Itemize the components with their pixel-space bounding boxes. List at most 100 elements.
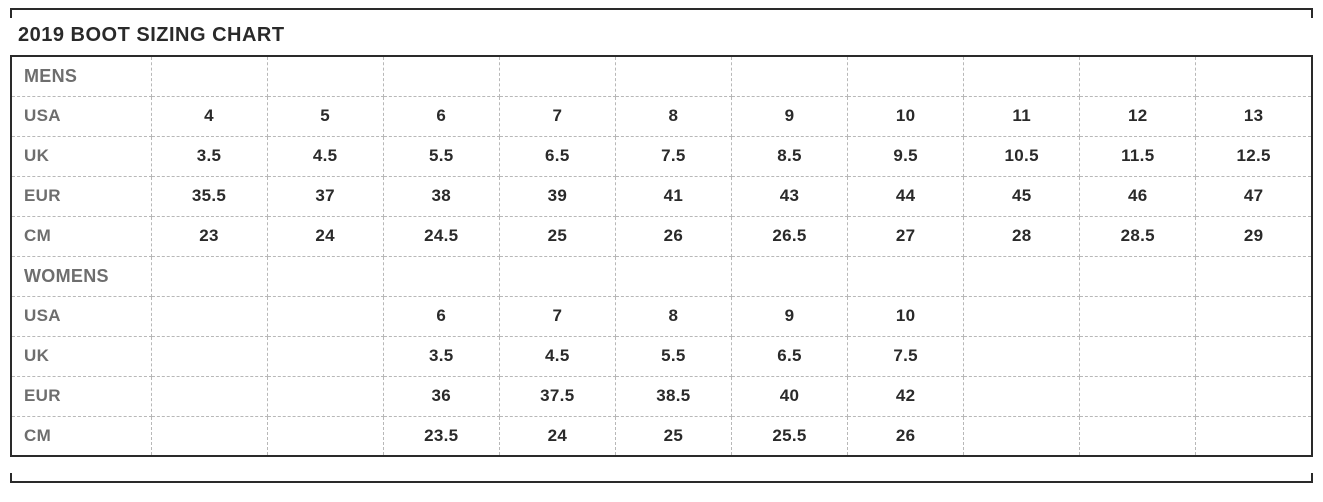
size-cell [267,376,383,416]
size-cell: 47 [1196,176,1312,216]
size-cell [1080,416,1196,456]
size-cell: 23.5 [383,416,499,456]
size-cell: 10 [848,96,964,136]
size-cell: 9 [731,96,847,136]
section-empty-cell [267,256,383,296]
size-cell: 6.5 [499,136,615,176]
size-cell: 26 [848,416,964,456]
size-cell: 11 [964,96,1080,136]
size-cell: 28 [964,216,1080,256]
size-cell: 23 [151,216,267,256]
size-cell: 12 [1080,96,1196,136]
size-cell: 13 [1196,96,1312,136]
size-cell [151,336,267,376]
bottom-rule [10,473,1313,483]
size-cell: 11.5 [1080,136,1196,176]
row-label: EUR [11,376,151,416]
size-cell: 4.5 [267,136,383,176]
size-cell: 25 [615,416,731,456]
size-cell: 8 [615,96,731,136]
size-cell: 40 [731,376,847,416]
size-cell: 10.5 [964,136,1080,176]
section-empty-cell [383,256,499,296]
size-cell [1080,376,1196,416]
section-empty-cell [1080,256,1196,296]
section-empty-cell [151,256,267,296]
size-cell: 41 [615,176,731,216]
row-label: CM [11,216,151,256]
size-cell: 7.5 [615,136,731,176]
size-cell: 5.5 [383,136,499,176]
section-empty-cell [731,56,847,96]
section-empty-cell [615,56,731,96]
chart-title: 2019 BOOT SIZING CHART [10,18,1313,55]
size-cell: 24 [499,416,615,456]
sizing-table: MENSUSA45678910111213UK3.54.55.56.57.58.… [10,55,1313,457]
size-cell: 5.5 [615,336,731,376]
section-empty-cell [1080,56,1196,96]
size-cell [1196,376,1312,416]
size-cell: 42 [848,376,964,416]
section-empty-cell [267,56,383,96]
size-cell [964,376,1080,416]
row-label: USA [11,96,151,136]
section-header: MENS [11,56,151,96]
size-cell: 44 [848,176,964,216]
size-cell [267,416,383,456]
section-empty-cell [615,256,731,296]
size-cell: 29 [1196,216,1312,256]
size-cell [151,376,267,416]
size-cell: 24 [267,216,383,256]
size-cell [964,416,1080,456]
section-header: WOMENS [11,256,151,296]
section-empty-cell [499,256,615,296]
size-cell: 39 [499,176,615,216]
section-empty-cell [731,256,847,296]
size-cell: 6 [383,96,499,136]
size-cell [151,296,267,336]
row-label: EUR [11,176,151,216]
size-cell: 6.5 [731,336,847,376]
row-label: USA [11,296,151,336]
size-cell: 27 [848,216,964,256]
section-empty-cell [151,56,267,96]
section-empty-cell [499,56,615,96]
size-cell: 9.5 [848,136,964,176]
size-cell: 26 [615,216,731,256]
size-cell: 24.5 [383,216,499,256]
row-label: UK [11,136,151,176]
row-label: CM [11,416,151,456]
size-cell: 9 [731,296,847,336]
size-cell: 4 [151,96,267,136]
size-cell: 8.5 [731,136,847,176]
size-cell: 26.5 [731,216,847,256]
size-cell: 5 [267,96,383,136]
size-cell: 28.5 [1080,216,1196,256]
size-cell: 7 [499,96,615,136]
size-cell: 46 [1080,176,1196,216]
size-cell: 45 [964,176,1080,216]
size-cell [964,296,1080,336]
size-cell: 38.5 [615,376,731,416]
size-cell: 12.5 [1196,136,1312,176]
size-cell [1080,336,1196,376]
size-cell: 38 [383,176,499,216]
section-empty-cell [848,56,964,96]
top-rule [10,8,1313,18]
size-cell: 8 [615,296,731,336]
size-cell: 7.5 [848,336,964,376]
size-cell: 25 [499,216,615,256]
spacer [10,457,1313,473]
size-cell: 10 [848,296,964,336]
size-cell [1196,296,1312,336]
size-cell: 35.5 [151,176,267,216]
size-cell: 36 [383,376,499,416]
size-cell [1080,296,1196,336]
size-cell: 6 [383,296,499,336]
size-cell [1196,336,1312,376]
size-cell: 43 [731,176,847,216]
size-cell [151,416,267,456]
size-cell [1196,416,1312,456]
size-cell: 3.5 [383,336,499,376]
size-cell: 7 [499,296,615,336]
